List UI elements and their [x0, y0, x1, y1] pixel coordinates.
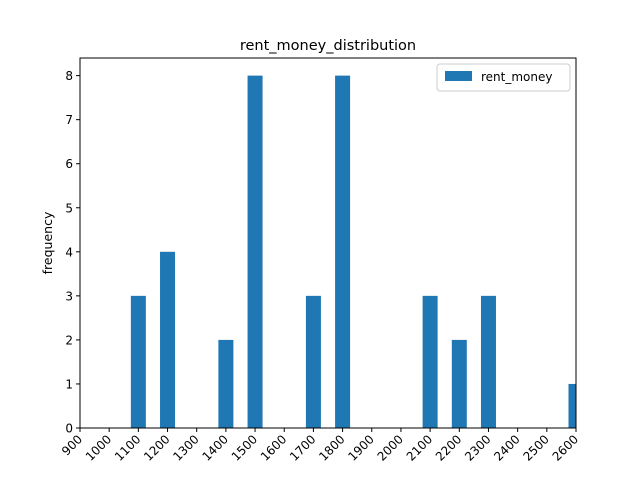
y-tick-label: 7	[65, 113, 73, 127]
y-tick-label: 6	[65, 157, 73, 171]
y-tick-label: 2	[65, 333, 73, 347]
bar-2600	[568, 383, 576, 428]
legend-swatch	[445, 71, 472, 81]
y-tick-label: 1	[65, 377, 73, 391]
y-tick-label: 5	[65, 201, 73, 215]
plot-border	[79, 57, 577, 429]
legend-frame	[436, 63, 571, 92]
bar-1700	[305, 295, 321, 428]
bar-1800	[335, 75, 351, 428]
bar-1100	[130, 295, 146, 428]
chart-title: rent_money_distribution	[240, 38, 416, 54]
axes-frame	[79, 57, 577, 429]
legend-label: rent_money	[481, 70, 552, 84]
bar-1500	[247, 75, 263, 428]
y-axis-label: frequency	[40, 211, 55, 274]
y-tick-label: 4	[65, 245, 73, 259]
legend: rent_money	[436, 63, 571, 92]
bars-layer	[130, 75, 576, 428]
bar-2300	[480, 295, 496, 428]
y-tick-label: 0	[65, 422, 73, 436]
bar-1200	[160, 251, 176, 428]
y-tick-label: 8	[65, 69, 73, 83]
bar-2200	[451, 339, 467, 428]
bar-1400	[218, 339, 234, 428]
y-axis-ticks: 0 1 2 3 4 5 6 7 8	[65, 69, 80, 436]
y-tick-label: 3	[65, 289, 73, 303]
bar-2100	[422, 295, 438, 428]
